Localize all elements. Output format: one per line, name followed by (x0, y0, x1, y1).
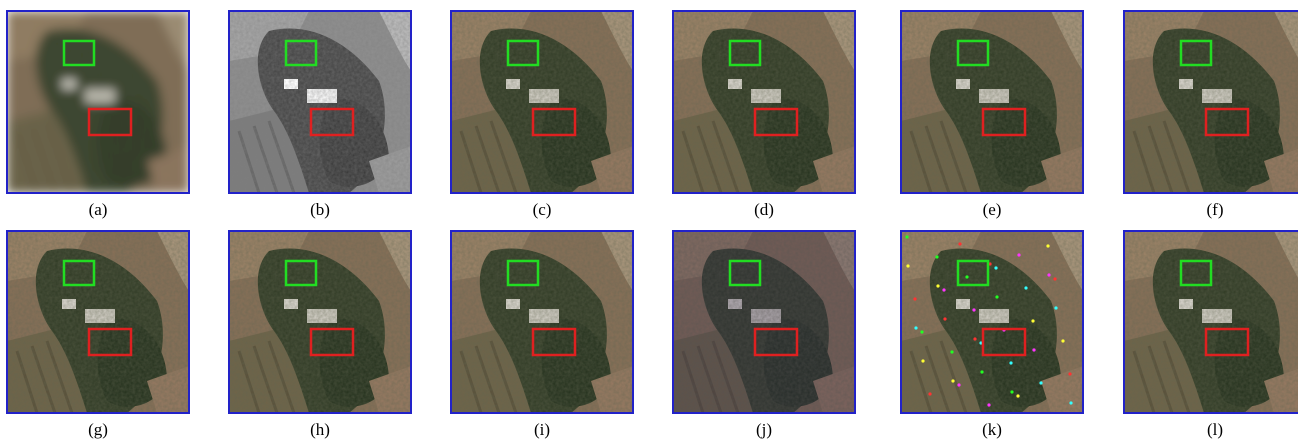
panel-label: (c) (533, 200, 552, 219)
panel (7, 231, 189, 413)
panel (229, 231, 411, 413)
scene-image (229, 11, 411, 193)
panel-image (901, 11, 1083, 193)
panel-image (7, 11, 189, 193)
artifact (943, 317, 946, 320)
panel-label: (j) (756, 420, 772, 439)
artifact (1061, 339, 1064, 342)
panel-image (451, 231, 633, 413)
artifact (1016, 394, 1019, 397)
artifact (935, 255, 938, 258)
panel-label: (f) (1207, 200, 1224, 219)
artifact (980, 370, 983, 373)
panel (1124, 11, 1298, 193)
color-tint (673, 231, 855, 413)
artifact (1046, 244, 1049, 247)
panel (451, 231, 633, 413)
artifact (1009, 361, 1012, 364)
panel (901, 11, 1083, 193)
artifact (995, 295, 998, 298)
artifact (936, 284, 939, 287)
figure: (a) (b) (c) (d) (e) (f) (g) (h) (i) (j) (k) (l) (0, 0, 1298, 442)
artifact (1024, 286, 1027, 289)
artifact (1032, 348, 1035, 351)
panel-image (229, 11, 411, 193)
panel (901, 231, 1083, 413)
panel-label: (a) (89, 200, 108, 219)
artifact (928, 392, 931, 395)
panel-image (7, 231, 189, 413)
scene-image (451, 231, 633, 413)
panel (451, 11, 633, 193)
artifact (951, 379, 954, 382)
artifact (972, 308, 975, 311)
panel-label: (b) (310, 200, 330, 219)
panel (229, 11, 411, 193)
artifact (1031, 319, 1034, 322)
scene-image (673, 11, 855, 193)
artifact (1053, 277, 1056, 280)
artifact (913, 297, 916, 300)
scene-image (229, 231, 411, 413)
artifact (920, 330, 923, 333)
artifact (906, 264, 909, 267)
artifact (914, 326, 917, 329)
artifact (965, 275, 968, 278)
panel-label: (g) (88, 420, 108, 439)
scene-image (901, 11, 1083, 193)
artifact (950, 350, 953, 353)
panel-label: (d) (754, 200, 774, 219)
artifact (958, 242, 961, 245)
scene-image (1124, 11, 1298, 193)
panel-image (673, 11, 855, 193)
panel-image (451, 11, 633, 193)
artifact (1017, 253, 1020, 256)
artifact (1010, 390, 1013, 393)
artifact (1039, 381, 1042, 384)
panel-image (1124, 11, 1298, 193)
artifact (987, 403, 990, 406)
artifact (957, 383, 960, 386)
panel-label: (k) (982, 420, 1002, 439)
artifact (1069, 401, 1072, 404)
artifact (1068, 372, 1071, 375)
artifact (905, 235, 908, 238)
panel-label: (e) (983, 200, 1002, 219)
scene-image (7, 231, 189, 413)
panel-label: (l) (1207, 420, 1223, 439)
scene-image (901, 231, 1083, 413)
panel (7, 11, 189, 193)
scene-image (1124, 231, 1298, 413)
scene-image (7, 11, 189, 193)
panel-image (673, 231, 855, 413)
panel (1124, 231, 1298, 413)
panel (673, 11, 855, 193)
scene-image (451, 11, 633, 193)
panel (673, 231, 855, 413)
artifact (973, 337, 976, 340)
panel-label: (i) (534, 420, 550, 439)
panel-label: (h) (310, 420, 330, 439)
artifact (994, 266, 997, 269)
artifact (921, 359, 924, 362)
panel-image (229, 231, 411, 413)
artifact (1054, 306, 1057, 309)
panel-image (1124, 231, 1298, 413)
panel-image (901, 231, 1083, 413)
artifact (942, 288, 945, 291)
artifact (1047, 273, 1050, 276)
